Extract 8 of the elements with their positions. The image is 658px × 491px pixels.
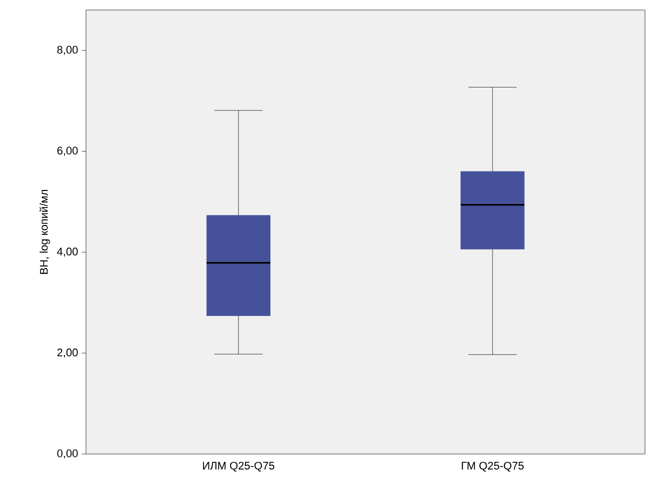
y-tick-label: 8,00 [57, 46, 78, 55]
x-tick-label: ГМ Q25-Q75 [462, 462, 524, 472]
y-axis-title: ВН, log копий/мл [39, 190, 50, 274]
y-tick-label: 2,00 [57, 348, 78, 358]
y-tick-label: 6,00 [57, 146, 78, 156]
y-tick-label: 4,00 [57, 248, 78, 257]
x-tick-label: ИЛМ Q25-Q75 [203, 462, 274, 472]
y-tick-label: 0,00 [57, 449, 78, 459]
